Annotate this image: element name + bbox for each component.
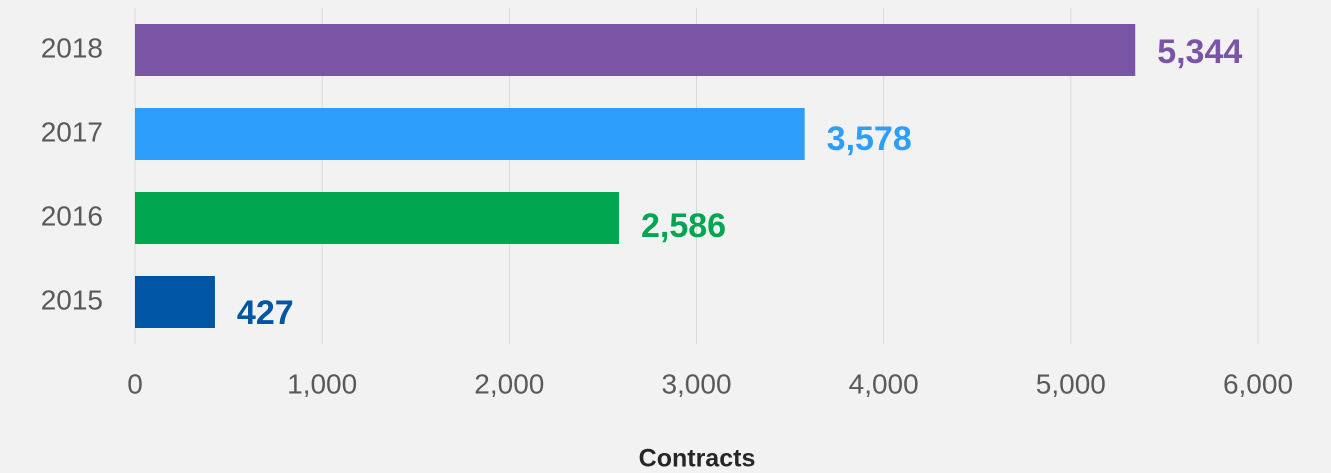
x-tick-label: 3,000 [661, 368, 731, 399]
x-tick-label: 0 [127, 368, 143, 399]
value-label: 5,344 [1157, 33, 1242, 71]
bar [135, 108, 805, 160]
y-tick-label: 2018 [41, 32, 103, 63]
x-tick-label: 6,000 [1223, 368, 1293, 399]
bar [135, 276, 215, 328]
value-label: 2,586 [641, 207, 726, 245]
x-tick-label: 1,000 [287, 368, 357, 399]
y-tick-label: 2015 [41, 284, 103, 315]
x-tick-label: 4,000 [849, 368, 919, 399]
bar [135, 24, 1136, 76]
value-label: 427 [237, 294, 294, 332]
x-axis-title: Contracts [639, 445, 756, 473]
bar [135, 192, 620, 244]
x-tick-label: 5,000 [1036, 368, 1106, 399]
y-tick-label: 2017 [41, 116, 103, 147]
y-tick-label: 2016 [41, 200, 103, 231]
value-label: 3,578 [827, 120, 912, 158]
x-tick-label: 2,000 [474, 368, 544, 399]
